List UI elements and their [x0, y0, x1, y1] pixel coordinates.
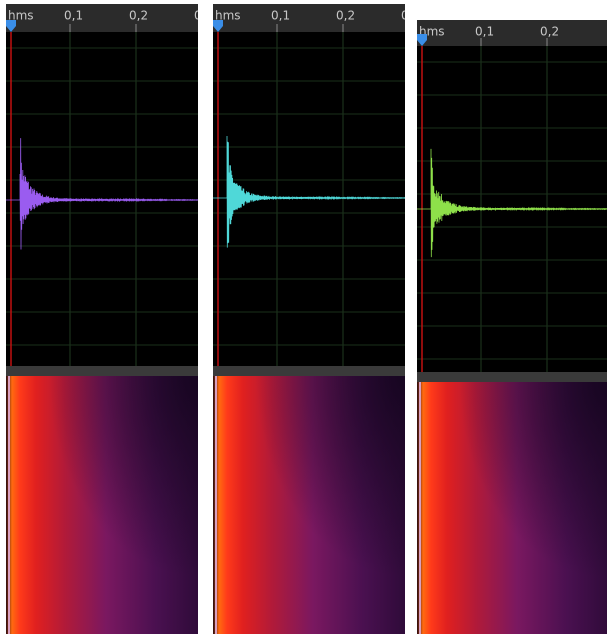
ruler-label: 0,2	[129, 9, 148, 23]
ruler-label: 0,1	[64, 9, 83, 23]
view-separator	[6, 366, 198, 376]
waveform	[417, 149, 607, 257]
ruler-label: 0	[194, 9, 198, 23]
time-ruler	[6, 4, 198, 32]
waveform	[6, 138, 198, 249]
spectrogram	[6, 376, 198, 634]
ruler-label: 0,2	[336, 9, 355, 23]
ruler-label: 0,2	[540, 25, 559, 39]
ruler-label: 0	[401, 9, 405, 23]
spectrogram	[213, 376, 405, 634]
ruler-label: 0,1	[475, 25, 494, 39]
view-separator	[213, 366, 405, 376]
time-ruler	[213, 4, 405, 32]
spectrogram	[417, 382, 607, 634]
waveform	[213, 136, 405, 248]
view-separator	[417, 372, 607, 382]
page: {"panels": [ {"ruler": ["hms", "0,1", "0…	[0, 0, 607, 637]
time-ruler	[417, 20, 607, 46]
ruler-label: 0,1	[271, 9, 290, 23]
